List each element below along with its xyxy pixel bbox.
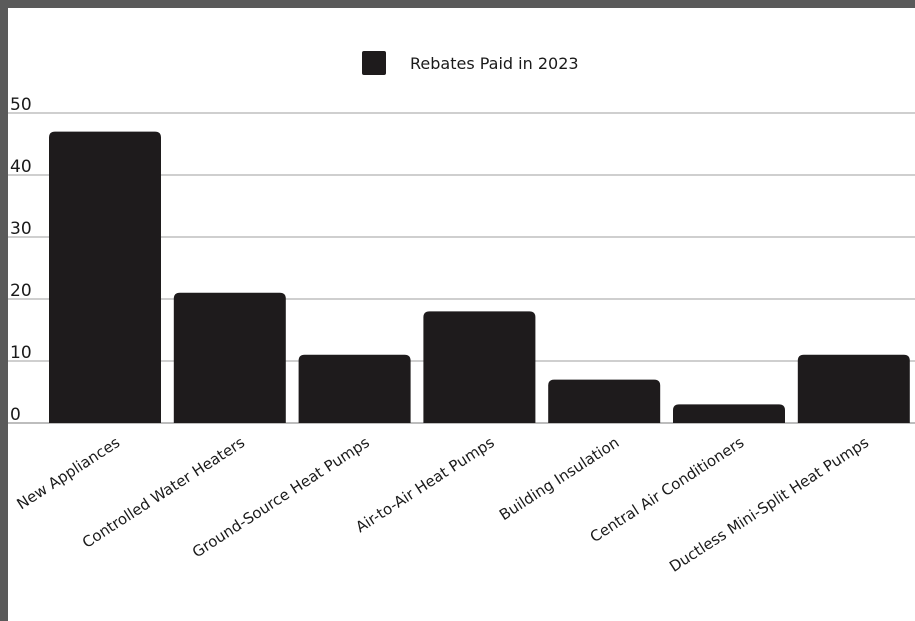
y-tick-label-40: 40: [10, 157, 32, 177]
x-tick-label-building-insulation: Building Insulation: [496, 433, 622, 524]
y-tick-label-10: 10: [10, 343, 32, 363]
bar-new-appliances: [49, 131, 161, 423]
y-tick-label-0: 0: [10, 405, 21, 425]
bars: [49, 131, 910, 423]
bar-ductless-mini-split-heat-pumps: [797, 354, 910, 423]
x-tick-label-new-appliances: New Appliances: [13, 433, 123, 513]
bar-central-air-conditioners: [673, 404, 785, 423]
legend-label: Rebates Paid in 2023: [410, 54, 579, 73]
bar-air-to-air-heat-pumps: [423, 311, 536, 423]
bar-controlled-water-heaters: [173, 292, 286, 423]
y-axis-ticks: 0 10 20 30 40 50: [10, 95, 32, 425]
bar-building-insulation: [548, 379, 661, 423]
bar-ground-source-heat-pumps: [298, 354, 411, 423]
y-tick-label-20: 20: [10, 281, 32, 301]
y-tick-label-30: 30: [10, 219, 32, 239]
rebates-bar-chart: Rebates Paid in 2023 0 10 20 30 40 50 New App…: [8, 51, 915, 576]
x-tick-label-air-to-air-heat-pumps: Air-to-Air Heat Pumps: [352, 433, 497, 536]
chart-frame: Rebates Paid in 2023 0 10 20 30 40 50 New App…: [8, 8, 915, 621]
legend: Rebates Paid in 2023: [362, 51, 579, 75]
x-tick-label-ductless-mini-split-heat-pumps: Ductless Mini-Split Heat Pumps: [666, 433, 872, 576]
legend-swatch: [362, 51, 386, 75]
y-tick-label-50: 50: [10, 95, 32, 115]
